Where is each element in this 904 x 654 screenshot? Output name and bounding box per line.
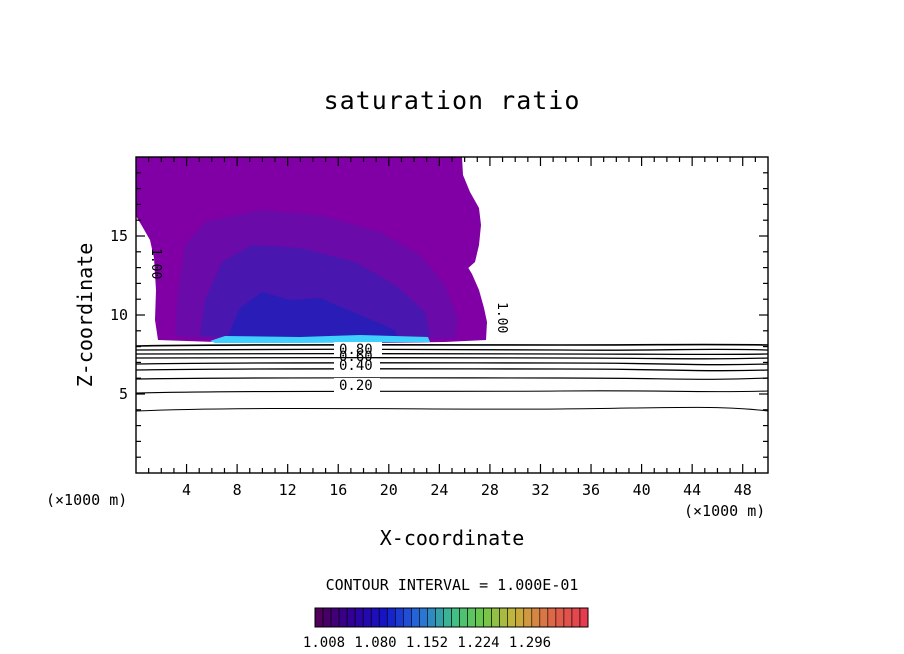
colorbar-cell	[435, 607, 444, 628]
y-tick-label: 5	[119, 385, 128, 403]
contour-label: 0.40	[339, 358, 373, 374]
x-tick-label: 8	[233, 481, 242, 499]
cloud-region-core	[228, 292, 398, 339]
contour-line	[136, 356, 768, 360]
contour-line	[136, 368, 768, 372]
contour-field	[136, 157, 768, 412]
colorbar-cell	[579, 607, 589, 628]
colorbar-tick-label: 1.224	[457, 635, 499, 651]
cloud-base-highlight	[210, 335, 430, 343]
x-tick-label: 48	[734, 481, 752, 499]
colorbar-cell	[427, 607, 436, 628]
colorbar-tick-label: 1.080	[354, 635, 396, 651]
contour-label: 0.60	[339, 349, 373, 365]
colorbar-cell	[475, 607, 484, 628]
x-tick-label: 44	[683, 481, 701, 499]
contour-lines	[136, 343, 768, 412]
colorbar-cell	[330, 607, 340, 628]
colorbar-cell	[531, 607, 541, 628]
colorbar-tick-label: 1.152	[406, 635, 448, 651]
y-tick-label: 15	[110, 227, 128, 245]
x-tick-label: 16	[329, 481, 347, 499]
contour-line	[136, 352, 768, 356]
colorbar-tick-label: 1.008	[303, 635, 345, 651]
x-axis-unit-right: (×1000 m)	[684, 502, 766, 520]
colorbar-tick-label: 1.296	[509, 635, 551, 651]
colorbar-cell	[483, 607, 492, 628]
x-axis-label: X-coordinate	[379, 526, 525, 550]
colorbar-cell	[370, 607, 380, 628]
cloud-edge-label: 1.00	[494, 302, 509, 333]
colorbar-cell	[394, 607, 404, 628]
colorbar-cell	[555, 607, 565, 628]
colorbar-cell	[459, 607, 468, 628]
x-tick-label: 32	[531, 481, 549, 499]
colorbar-cell	[314, 607, 324, 628]
contour-interval-note: CONTOUR INTERVAL = 1.000E-01	[325, 576, 579, 594]
colorbar-cell	[515, 607, 525, 628]
y-tick-label: 10	[110, 306, 128, 324]
contour-label: 0.80	[339, 342, 373, 358]
colorbar-cell	[411, 607, 420, 628]
x-tick-label: 4	[182, 481, 191, 499]
colorbar-cell	[403, 607, 412, 628]
cloud-edge-label: 1.00	[148, 248, 163, 279]
colorbar-cell	[419, 607, 428, 628]
x-axis-unit-left: (×1000 m)	[46, 491, 128, 509]
colorbar-cell	[547, 607, 557, 628]
colorbar-cell	[523, 607, 533, 628]
x-tick-label: 20	[380, 481, 398, 499]
contour-line	[136, 362, 768, 366]
colorbar-frame	[314, 607, 589, 628]
colorbar-cell	[338, 607, 348, 628]
y-axis-label: Z-coordinate	[73, 242, 97, 388]
colorbar-cell	[499, 607, 509, 628]
colorbar-cell	[378, 607, 388, 628]
colorbar-cell	[451, 607, 460, 628]
colorbar-cell	[563, 607, 573, 628]
x-tick-label: 28	[481, 481, 499, 499]
contour-line	[136, 348, 768, 351]
x-tick-label: 24	[430, 481, 448, 499]
contour-line	[136, 343, 768, 347]
colorbar-cell	[507, 607, 517, 628]
colorbar-cell	[491, 607, 500, 628]
colorbar-cell	[362, 607, 372, 628]
x-tick-label: 36	[582, 481, 600, 499]
chart-title: saturation ratio	[323, 86, 581, 115]
colorbar-cell	[354, 607, 364, 628]
x-tick-label: 12	[279, 481, 297, 499]
colorbar-cell	[346, 607, 356, 628]
contour-line	[136, 377, 768, 380]
contour-line	[136, 406, 768, 412]
colorbar-cell	[571, 607, 581, 628]
colorbar: 1.008 1.080 1.152 1.224 1.296	[303, 607, 589, 651]
colorbar-cell	[322, 607, 332, 628]
contour-label: 0.20	[339, 378, 373, 394]
contour-line	[136, 390, 768, 394]
y-axis-label-container: Z-coordinate	[60, 160, 110, 470]
colorbar-cell	[539, 607, 549, 628]
x-tick-label: 40	[633, 481, 651, 499]
colorbar-cell	[467, 607, 476, 628]
colorbar-cell	[443, 607, 452, 628]
colorbar-cell	[386, 607, 396, 628]
